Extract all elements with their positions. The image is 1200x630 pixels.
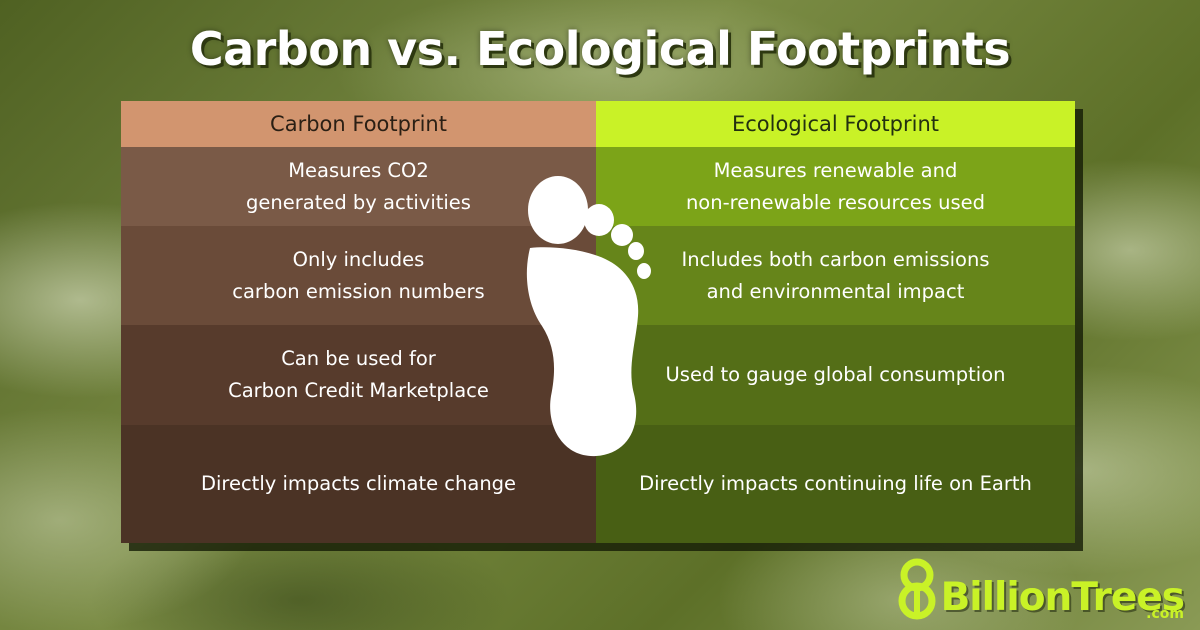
carbon-footprint-header: Carbon Footprint <box>121 101 596 147</box>
ecological-row-3: Used to gauge global consumption <box>596 325 1075 425</box>
brand-logo: BillionTrees .com <box>897 556 1185 622</box>
tree-8-icon <box>898 558 936 620</box>
ecological-row-2: Includes both carbon emissions and envir… <box>596 226 1075 325</box>
logo-wordmark: BillionTrees <box>940 575 1185 620</box>
ecological-footprint-column: Ecological Footprint Measures renewable … <box>596 101 1075 543</box>
ecological-footprint-header: Ecological Footprint <box>596 101 1075 147</box>
carbon-row-2: Only includes carbon emission numbers <box>121 226 596 325</box>
ecological-row-1: Measures renewable and non-renewable res… <box>596 147 1075 226</box>
page-title: Carbon vs. Ecological Footprints <box>189 22 1011 76</box>
comparison-table: Carbon Footprint Measures CO2 generated … <box>121 101 1075 543</box>
logo-domain: .com <box>1146 606 1184 622</box>
carbon-row-4: Directly impacts climate change <box>121 425 596 543</box>
ecological-row-4: Directly impacts continuing life on Eart… <box>596 425 1075 543</box>
carbon-footprint-column: Carbon Footprint Measures CO2 generated … <box>121 101 596 543</box>
carbon-row-3: Can be used for Carbon Credit Marketplac… <box>121 325 596 425</box>
carbon-row-1: Measures CO2 generated by activities <box>121 147 596 226</box>
footprint-icon <box>526 176 651 457</box>
